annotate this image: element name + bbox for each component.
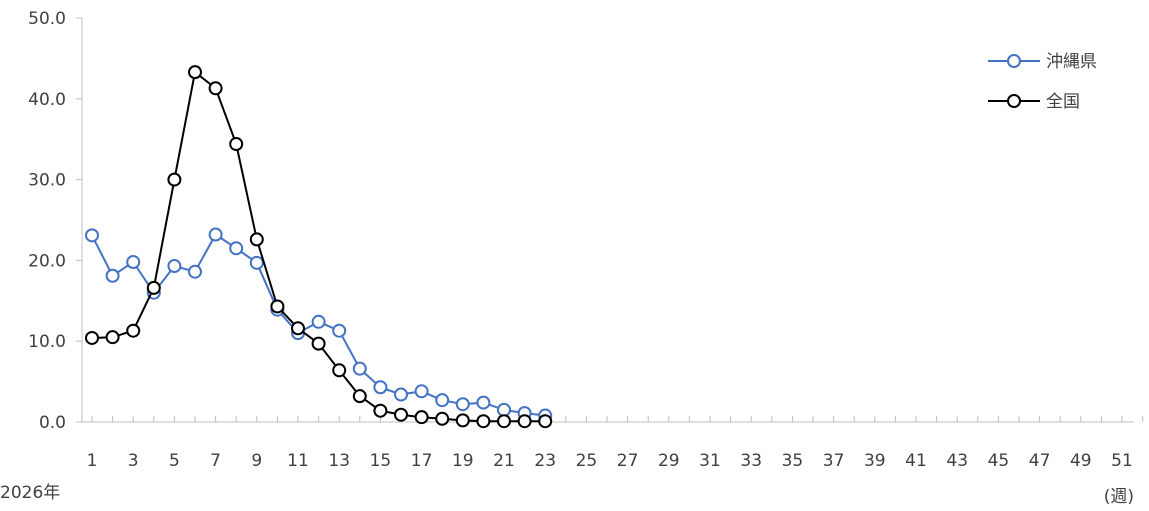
x-tick-label: 51 [1111,451,1133,471]
x-tick-label: 41 [905,451,927,471]
series-line [92,72,545,421]
x-tick-label: 49 [1070,451,1092,471]
data-point [354,390,366,402]
x-tick-label: 21 [493,451,515,471]
data-point [210,82,222,94]
data-point [354,363,366,375]
data-point [251,233,263,245]
x-tick-label: 13 [328,451,350,471]
x-axis-ticks [92,416,1143,422]
data-point [477,397,489,409]
x-tick-label: 7 [210,451,221,471]
data-point [395,409,407,421]
x-tick-label: 15 [370,451,392,471]
axes-layer [82,18,1134,422]
data-point [230,138,242,150]
data-point [292,322,304,334]
data-point [416,411,428,423]
data-point [127,256,139,268]
x-tick-label: 11 [287,451,309,471]
data-point [189,66,201,78]
data-point [333,364,345,376]
y-tick-label: 30.0 [28,171,66,191]
data-point [107,331,119,343]
x-tick-label: 23 [534,451,556,471]
x-tick-label: 9 [251,451,262,471]
x-tick-label: 31 [699,451,721,471]
data-point [210,229,222,241]
legend-label: 沖縄県 [1046,52,1097,72]
y-tick-label: 20.0 [28,251,66,271]
x-tick-label: 1 [87,451,98,471]
data-point [436,394,448,406]
data-point [436,413,448,425]
x-tick-label: 35 [782,451,804,471]
legend-label: 全国 [1046,92,1080,112]
x-tick-label: 25 [576,451,598,471]
data-point [251,257,263,269]
data-point [477,415,489,427]
data-point [86,229,98,241]
series-2 [86,66,551,427]
x-tick-label: 27 [617,451,639,471]
data-point [395,389,407,401]
data-point [127,325,139,337]
x-tick-label: 5 [169,451,180,471]
data-point [313,316,325,328]
data-point [168,174,180,186]
data-point [313,338,325,350]
x-tick-label: 17 [411,451,433,471]
x-tick-label: 39 [864,451,886,471]
x-tick-labels: 1 3 5 7 9 11 13 15 17 19 21 23 25 27 29 31 33 35 37 39 41 43 4… [87,451,1133,471]
data-point [374,381,386,393]
data-point [107,270,119,282]
data-point [168,260,180,272]
data-point [86,332,98,344]
data-point [271,300,283,312]
data-point [374,405,386,417]
y-tick-label: 10.0 [28,332,66,352]
y-tick-label: 50.0 [28,9,66,29]
x-tick-label: 3 [128,451,139,471]
legend-item: 沖縄県 [988,52,1097,72]
data-point [333,325,345,337]
x-tick-label: 29 [658,451,680,471]
y-tick-label: 0.0 [39,413,66,433]
data-point [230,242,242,254]
data-point [416,385,428,397]
year-label: 2026年 [0,483,60,503]
x-tick-label: 33 [740,451,762,471]
data-point [539,415,551,427]
x-tick-label: 19 [452,451,474,471]
legend-item: 全国 [988,92,1080,112]
y-tick-label: 40.0 [28,90,66,110]
data-point [189,266,201,278]
data-point [148,282,160,294]
series-layer [86,66,551,427]
legend-marker [1008,55,1020,67]
x-tick-label: 47 [1029,451,1051,471]
x-axis-title: (週) [1104,487,1134,507]
x-tick-label: 43 [946,451,968,471]
data-point [519,415,531,427]
series-1 [86,229,551,422]
y-tick-labels: 0.0 10.0 20.0 30.0 40.0 50.0 [28,9,82,433]
legend-marker [1008,95,1020,107]
x-tick-label: 45 [988,451,1010,471]
data-point [457,398,469,410]
data-point [498,415,510,427]
data-point [457,414,469,426]
x-tick-label: 37 [823,451,845,471]
data-point [498,404,510,416]
